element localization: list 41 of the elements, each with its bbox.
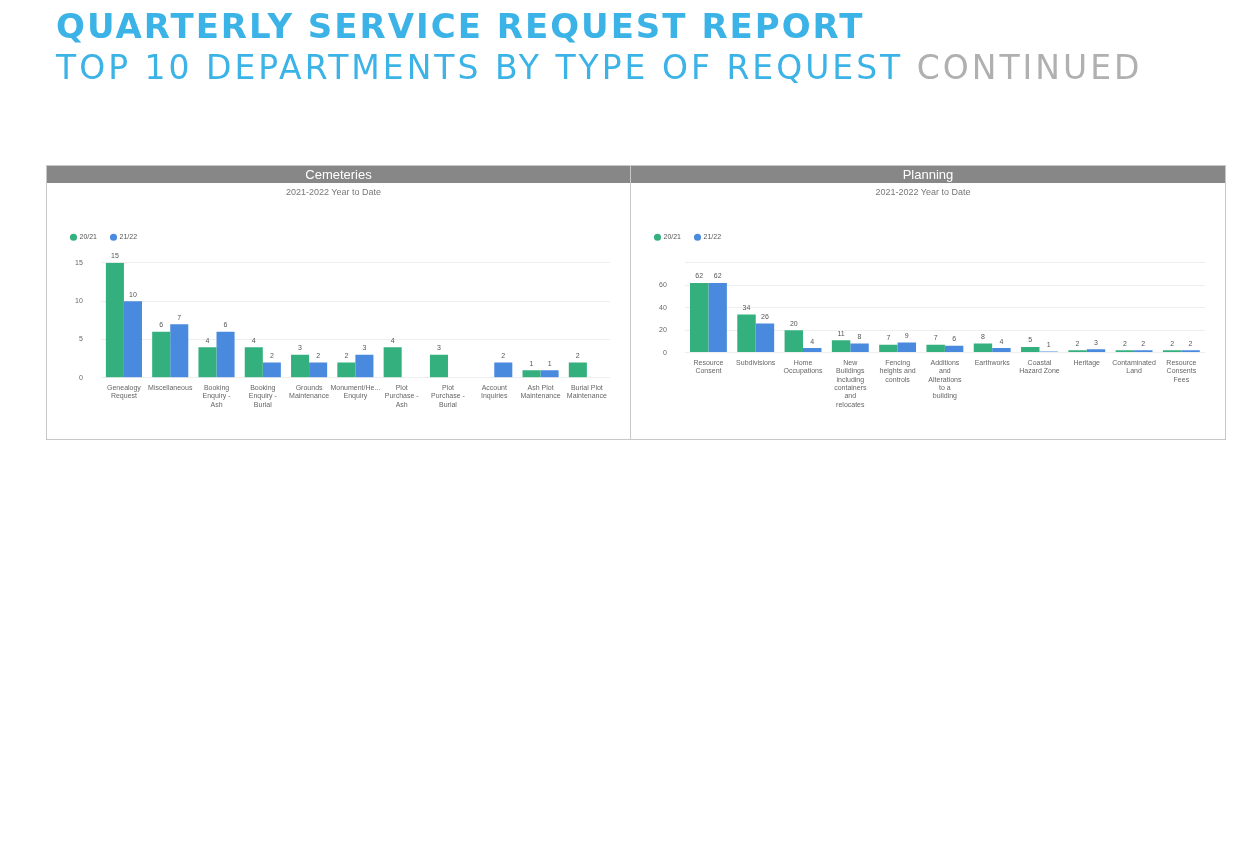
bar <box>198 347 217 378</box>
bar <box>831 340 851 353</box>
text: CONTINUED <box>915 48 1143 87</box>
bar <box>123 301 142 378</box>
bar <box>337 362 356 378</box>
bar <box>105 262 124 378</box>
text: TOP 10 DEPARTMENTS BY TYPE OF REQUEST <box>56 48 904 87</box>
bar <box>1021 346 1040 353</box>
bar <box>262 362 281 378</box>
bar <box>291 354 310 378</box>
bar <box>944 345 964 353</box>
chart-subtitle: 2021-2022 Year to Date <box>875 186 971 197</box>
bar <box>522 370 541 378</box>
bar <box>992 348 1011 353</box>
bar <box>897 342 917 353</box>
bar <box>973 343 993 353</box>
bar <box>540 370 559 378</box>
bar <box>850 343 869 353</box>
bar <box>170 324 189 378</box>
chart-title: Planning <box>631 166 1225 183</box>
bar <box>244 347 263 378</box>
chart-title: Cemeteries <box>47 166 630 183</box>
bar <box>879 344 898 353</box>
bar <box>803 348 822 353</box>
bar <box>429 354 448 378</box>
bar <box>383 347 402 378</box>
bar <box>309 362 328 378</box>
bar <box>152 331 171 378</box>
bar <box>568 362 587 378</box>
bar <box>926 344 945 353</box>
bar <box>784 330 804 353</box>
bar <box>689 283 709 353</box>
bar <box>755 323 775 353</box>
bar <box>355 354 374 378</box>
chart-subtitle: 2021-2022 Year to Date <box>285 186 382 197</box>
bar <box>494 362 513 378</box>
bar <box>216 331 235 378</box>
bar <box>1086 349 1106 353</box>
text: QUARTERLY SERVICE REQUEST REPORT <box>56 6 866 46</box>
bar <box>737 314 756 353</box>
bar <box>708 283 727 353</box>
